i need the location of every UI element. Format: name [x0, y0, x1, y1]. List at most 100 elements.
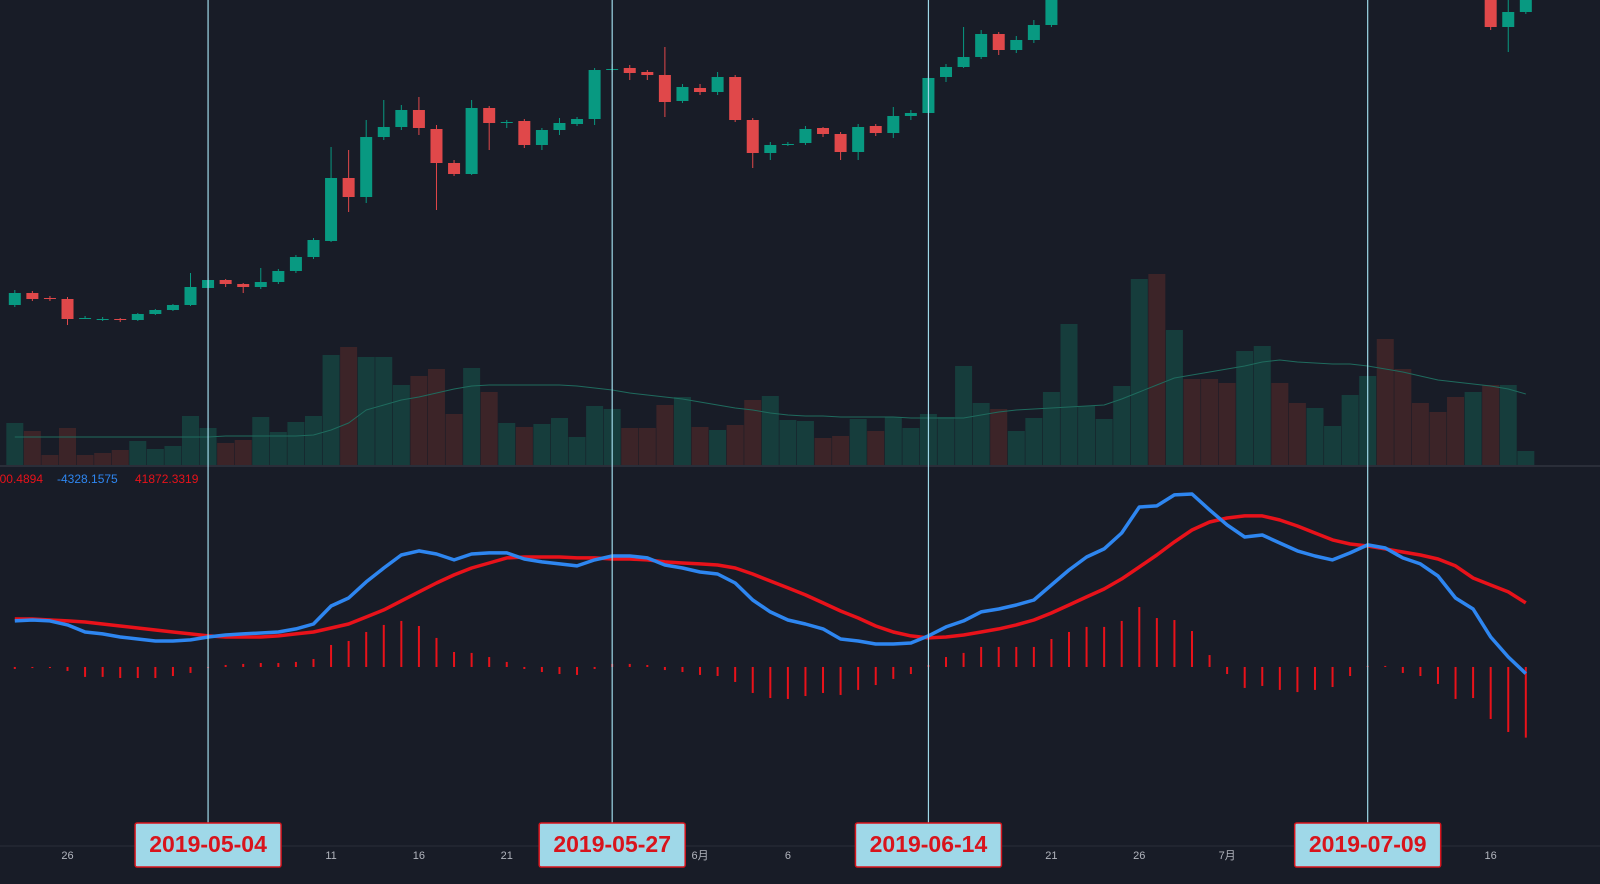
- macd-histogram-bar: [1331, 666, 1334, 688]
- macd-histogram-bar: [400, 620, 403, 667]
- volume-bar: [480, 392, 498, 465]
- macd-histogram-bar: [786, 666, 789, 699]
- macd-histogram-bar: [1524, 666, 1527, 738]
- macd-histogram-bar: [189, 666, 192, 673]
- volume-bar: [709, 430, 727, 465]
- volume-bar: [217, 443, 235, 465]
- volume-bar: [849, 419, 867, 465]
- candle-body: [184, 287, 197, 305]
- volume-bar: [287, 422, 305, 465]
- candle-body: [26, 293, 39, 299]
- macd-histogram-bar: [716, 666, 719, 677]
- candle-body: [535, 130, 548, 145]
- macd-histogram-bar: [1349, 666, 1352, 677]
- macd-histogram-bar: [1208, 655, 1211, 667]
- candle-body: [571, 119, 584, 124]
- macd-histogram-bar: [1050, 638, 1053, 667]
- volume-bar: [182, 416, 199, 465]
- candle-body: [1045, 0, 1058, 25]
- volume-bar: [1447, 397, 1465, 465]
- marker-box: [538, 822, 686, 868]
- candle-body: [1027, 25, 1040, 40]
- macd-histogram-bar: [593, 666, 596, 669]
- macd-histogram-bar: [945, 657, 948, 667]
- candle-body: [149, 310, 162, 314]
- candle-body: [430, 129, 443, 163]
- volume-bar: [568, 437, 586, 465]
- volume-bar: [1429, 412, 1447, 465]
- macd-histogram-bar: [523, 666, 526, 669]
- macd-histogram-bar: [909, 666, 912, 675]
- volume-bar: [269, 432, 287, 465]
- volume-bar: [76, 455, 94, 465]
- macd-histogram-bar: [31, 666, 34, 669]
- macd-histogram-bar: [628, 663, 631, 667]
- candle-body: [360, 137, 373, 197]
- candle-body: [799, 129, 812, 143]
- volume-bar: [59, 428, 77, 465]
- volume-bar: [304, 416, 322, 465]
- macd-histogram-bar: [1226, 666, 1229, 675]
- macd-histogram-bar: [1032, 646, 1035, 667]
- candle-body: [377, 127, 390, 137]
- volume-bar: [94, 453, 112, 465]
- volume-bar: [1288, 403, 1306, 465]
- macd-histogram-bar: [13, 666, 16, 669]
- volume-bar: [392, 385, 410, 465]
- volume-bar: [23, 431, 41, 465]
- candle-body: [553, 123, 566, 130]
- macd-histogram-bar: [558, 666, 561, 675]
- volume-bar: [796, 421, 814, 465]
- volume-bar: [129, 441, 147, 465]
- volume-bar: [340, 347, 358, 465]
- volume-bar: [779, 420, 797, 465]
- legend-hist: -46200.4894: [0, 472, 43, 486]
- macd-histogram-bar: [84, 666, 87, 677]
- time-axis: 26 11 16 21 6月 6 21 26 7月 16: [61, 850, 1496, 862]
- dea-line: [14, 514, 1527, 640]
- macd-histogram-bar: [576, 666, 579, 675]
- volume-bar: [972, 403, 990, 465]
- macd-histogram-bar: [540, 666, 543, 673]
- volume-bar: [1025, 418, 1043, 465]
- macd-histogram-bar: [1173, 620, 1176, 667]
- volume-bar: [6, 423, 24, 465]
- volume-bar: [1253, 346, 1271, 465]
- macd-histogram-bar: [365, 631, 368, 667]
- candle-body: [641, 72, 654, 75]
- macd-histogram-bar: [488, 657, 491, 667]
- volume-bar: [744, 400, 762, 465]
- candle-body: [131, 314, 144, 320]
- marker-label: 2019-07-09: [1309, 831, 1427, 857]
- macd-histogram-bar: [505, 661, 508, 667]
- candle-body: [658, 75, 671, 102]
- marker-box: [854, 822, 1003, 868]
- volume-bar: [463, 368, 481, 465]
- x-tick-label: 26: [1133, 850, 1145, 862]
- macd-histogram-bar: [962, 652, 965, 667]
- volume-bar: [673, 397, 691, 465]
- macd-histogram-bar: [66, 666, 69, 671]
- volume-bar: [1236, 351, 1254, 465]
- macd-histogram-bar: [417, 625, 420, 667]
- candle-body: [1519, 0, 1532, 12]
- macd-histogram-bar: [1103, 626, 1106, 667]
- x-tick-label: 6: [785, 850, 791, 862]
- macd-histogram-bar: [1085, 626, 1088, 667]
- x-tick-label: 21: [1045, 850, 1057, 862]
- volume-bar: [1341, 395, 1359, 465]
- volume-bar: [814, 438, 832, 465]
- macd-histogram-bar: [382, 624, 385, 667]
- candle-body: [834, 134, 847, 152]
- volume-bar: [586, 406, 604, 465]
- candle-body: [61, 299, 74, 319]
- candle-body: [957, 57, 970, 67]
- candle-body: [869, 126, 882, 133]
- candle-body: [43, 298, 56, 299]
- volume-bar: [1411, 403, 1429, 465]
- volume-bar: [1464, 392, 1482, 465]
- candle-body: [764, 145, 777, 153]
- candle-body: [694, 88, 707, 92]
- macd-histogram-bar: [1155, 618, 1158, 667]
- macd-histogram-bar: [1472, 666, 1475, 699]
